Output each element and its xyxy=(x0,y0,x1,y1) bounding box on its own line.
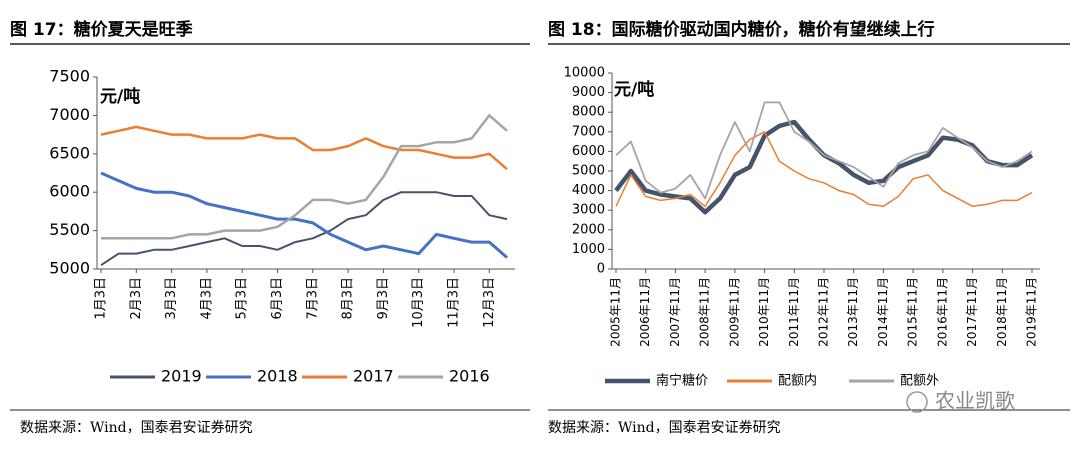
y-tick-label: 5000 xyxy=(49,259,90,278)
x-tick-label: 1月3日 xyxy=(94,277,109,320)
series-line xyxy=(615,131,1033,208)
x-tick-label: 3月3日 xyxy=(164,277,179,320)
y-tick-label: 7000 xyxy=(572,124,605,139)
legend-label: 2017 xyxy=(353,367,394,386)
series-line xyxy=(100,125,508,171)
y-tick-label: 7500 xyxy=(49,67,90,86)
y-axis-unit: 元/吨 xyxy=(100,86,140,107)
y-axis-unit: 元/吨 xyxy=(614,79,654,100)
x-tick-label: 2011年11月 xyxy=(787,277,801,347)
series-line xyxy=(615,101,1033,200)
y-tick-label: 6000 xyxy=(572,144,605,159)
x-tick-label: 4月3日 xyxy=(199,277,214,320)
y-tick-label: 8000 xyxy=(572,105,605,120)
legend-label: 2019 xyxy=(161,367,202,386)
x-tick-label: 12月3日 xyxy=(482,277,497,328)
x-tick-label: 2014年11月 xyxy=(876,277,890,347)
x-tick-label: 10月3日 xyxy=(411,277,426,328)
chart-title: 图 17：糖价夏天是旺季 xyxy=(10,19,193,40)
series-line xyxy=(100,191,508,267)
y-tick-label: 2000 xyxy=(572,222,605,237)
x-tick-label: 7月3日 xyxy=(305,277,320,320)
x-tick-label: 2005年11月 xyxy=(609,277,623,347)
series-line xyxy=(101,114,508,240)
series-line xyxy=(100,171,508,259)
legend-label: 配额外 xyxy=(900,374,939,389)
x-tick-label: 9月3日 xyxy=(376,277,391,320)
legend-label: 南宁糖价 xyxy=(656,373,708,389)
source: 数据来源：Wind，国泰君安证券研究 xyxy=(20,420,253,436)
legend-label: 2016 xyxy=(449,367,490,386)
x-tick-label: 2月3日 xyxy=(129,277,144,320)
x-tick-label: 2008年11月 xyxy=(698,277,712,347)
y-tick-label: 7000 xyxy=(49,105,90,124)
x-tick-label: 2016年11月 xyxy=(935,277,949,347)
y-tick-label: 5500 xyxy=(49,220,90,239)
x-tick-label: 2018年11月 xyxy=(995,277,1009,347)
source: 数据来源：Wind，国泰君安证券研究 xyxy=(548,420,781,436)
x-tick-label: 5月3日 xyxy=(235,277,250,320)
y-tick-label: 1000 xyxy=(572,242,605,257)
y-tick-label: 3000 xyxy=(572,203,605,218)
x-tick-label: 2019年11月 xyxy=(1025,277,1039,347)
x-tick-label: 6月3日 xyxy=(270,277,285,320)
y-tick-label: 9000 xyxy=(572,85,605,100)
y-tick-label: 4000 xyxy=(572,183,605,198)
x-tick-label: 2013年11月 xyxy=(846,277,860,347)
x-tick-label: 11月3日 xyxy=(447,277,462,328)
x-tick-label: 2009年11月 xyxy=(727,277,741,347)
legend-label: 2018 xyxy=(257,367,298,386)
y-tick-label: 0 xyxy=(597,262,605,277)
x-tick-label: 2015年11月 xyxy=(906,277,920,347)
y-tick-label: 6500 xyxy=(49,143,90,162)
x-tick-label: 2012年11月 xyxy=(817,277,831,347)
x-tick-label: 2017年11月 xyxy=(965,277,979,347)
x-tick-label: 2006年11月 xyxy=(638,277,652,347)
y-tick-label: 5000 xyxy=(572,164,605,179)
series-line xyxy=(614,119,1034,215)
watermark: 农业凯歌 xyxy=(935,389,1015,413)
x-tick-label: 2007年11月 xyxy=(668,277,682,347)
x-tick-label: 8月3日 xyxy=(341,277,356,320)
x-tick-label: 2010年11月 xyxy=(757,277,771,347)
y-tick-label: 6000 xyxy=(49,182,90,201)
watermark-icon xyxy=(906,391,928,413)
legend-label: 配额内 xyxy=(778,373,817,389)
y-tick-label: 10000 xyxy=(564,66,605,81)
chart-title: 图 18：国际糖价驱动国内糖价，糖价有望继续上行 xyxy=(548,19,935,40)
